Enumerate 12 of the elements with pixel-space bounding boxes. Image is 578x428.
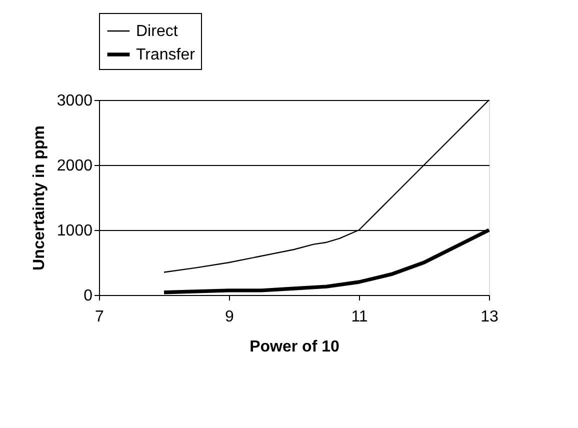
y-axis-title: Uncertainty in ppm	[30, 126, 48, 270]
y-tick-label: 2000	[56, 158, 93, 174]
y-tick-label: 3000	[56, 92, 93, 110]
legend-label: Transfer	[136, 46, 196, 64]
x-tick-label: 13	[480, 308, 498, 326]
x-axis-title: Power of 10	[250, 338, 340, 356]
legend-label: Direct	[136, 23, 178, 40]
x-tick-label: 7	[95, 308, 104, 326]
y-tick-label: 1000	[56, 222, 93, 240]
x-tick-label: 11	[351, 308, 368, 326]
x-tick-label: 9	[225, 308, 234, 326]
y-tick-label: 0	[84, 288, 93, 304]
